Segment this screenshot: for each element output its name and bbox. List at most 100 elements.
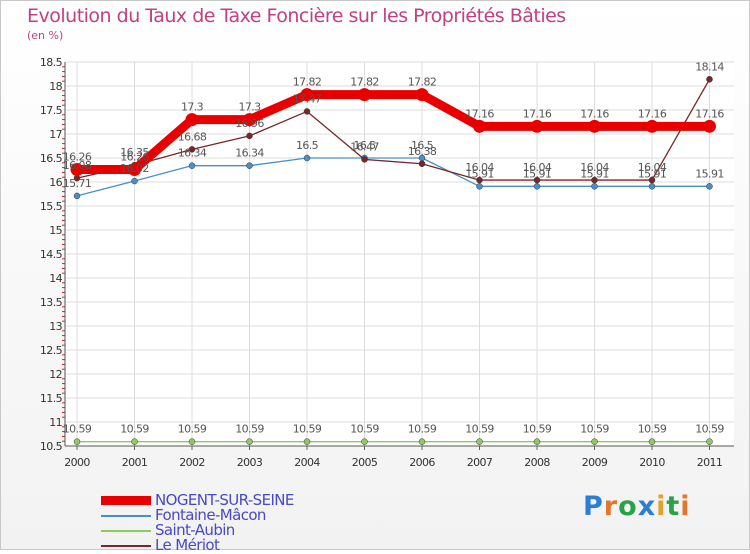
data-label-fontaine-macon: 15.91	[523, 167, 552, 180]
data-point-fontaine-macon	[706, 183, 713, 190]
data-point-fontaine-macon	[188, 162, 196, 169]
data-label-le-meriot: 16.96	[235, 117, 264, 130]
data-point-nogent-sur-seine	[358, 88, 371, 102]
data-point-nogent-sur-seine	[70, 163, 84, 177]
data-point-nogent-sur-seine	[588, 119, 601, 133]
y-tick-label: 15.5	[40, 200, 63, 213]
x-tick-label: 2010	[639, 456, 665, 469]
data-point-le-meriot	[418, 160, 426, 168]
logo-letter: i	[656, 491, 667, 522]
data-point-fontaine-macon	[131, 177, 138, 185]
y-tick-label: 13.5	[40, 296, 63, 309]
data-label-le-meriot: 17.47	[293, 92, 322, 105]
data-point-fontaine-macon	[476, 183, 483, 190]
data-label-nogent-sur-seine: 17.3	[238, 101, 261, 114]
data-label-le-meriot: 16.38	[408, 145, 437, 158]
data-point-le-meriot	[246, 132, 253, 140]
data-point-fontaine-macon	[648, 183, 656, 190]
data-point-le-meriot	[476, 176, 483, 184]
legend-swatch	[101, 545, 151, 547]
data-label-le-meriot: 16.04	[523, 161, 552, 174]
legend-swatch	[101, 496, 151, 505]
data-point-saint-aubin	[73, 438, 81, 445]
data-point-nogent-sur-seine	[473, 119, 486, 133]
data-label-nogent-sur-seine: 17.82	[293, 76, 322, 89]
data-label-fontaine-macon: 15.91	[465, 167, 494, 180]
data-label-le-meriot: 16.04	[638, 161, 667, 174]
data-label-saint-aubin: 10.59	[63, 423, 92, 436]
axes: 10.5 11 11.5 12 12.5 13 13.5 14 14.5 15 15.5 16 16.5…	[40, 56, 734, 469]
data-point-fontaine-macon	[533, 183, 541, 190]
data-label-saint-aubin: 10.59	[178, 423, 207, 436]
data-point-saint-aubin	[188, 438, 196, 445]
data-label-saint-aubin: 10.59	[465, 423, 494, 436]
y-tick-label: 13	[49, 320, 62, 333]
data-point-saint-aubin	[476, 438, 483, 445]
data-label-saint-aubin: 10.59	[350, 423, 379, 436]
data-point-nogent-sur-seine	[415, 88, 429, 102]
data-label-fontaine-macon: 15.71	[63, 177, 92, 190]
data-label-fontaine-macon: 15.91	[638, 167, 667, 180]
series-line-le-meriot	[76, 78, 711, 181]
data-point-le-meriot	[188, 146, 196, 153]
data-label-saint-aubin: 10.59	[638, 423, 667, 436]
data-label-saint-aubin: 10.59	[580, 423, 609, 436]
x-tick-label: 2001	[122, 456, 148, 469]
y-tick-label: 11	[49, 416, 62, 429]
data-label-fontaine-macon: 16.5	[411, 139, 434, 152]
data-point-nogent-sur-seine	[530, 119, 544, 133]
y-tick-label: 17.5	[40, 104, 63, 117]
data-point-le-meriot	[706, 76, 713, 83]
legend-label: NOGENT-SUR-SEINE	[155, 491, 294, 509]
logo-letter: t	[666, 491, 681, 522]
data-label-le-meriot: 16.68	[178, 130, 207, 143]
data-label-le-meriot: 16.04	[580, 161, 609, 174]
data-point-saint-aubin	[418, 438, 426, 445]
data-label-nogent-sur-seine: 17.16	[465, 107, 494, 120]
x-tick-label: 2011	[697, 456, 723, 469]
data-point-le-meriot	[361, 156, 368, 163]
data-label-nogent-sur-seine: 17.16	[523, 107, 552, 120]
grid	[65, 61, 734, 447]
y-tick-label: 10.5	[40, 440, 63, 453]
data-point-le-meriot	[648, 176, 656, 184]
chart-title: Evolution du Taux de Taxe Foncière sur l…	[27, 5, 566, 27]
data-label-le-meriot: 16.08	[63, 159, 92, 172]
data-point-nogent-sur-seine	[185, 113, 199, 127]
y-tick-label: 18	[49, 80, 62, 93]
data-point-saint-aubin	[706, 438, 713, 445]
y-tick-label: 12	[49, 368, 62, 381]
x-tick-label: 2005	[352, 456, 378, 469]
data-point-saint-aubin	[131, 438, 138, 445]
data-label-saint-aubin: 10.59	[523, 423, 552, 436]
data-label-fontaine-macon: 16.34	[178, 147, 207, 160]
data-label-fontaine-macon: 16.5	[353, 139, 376, 152]
data-point-le-meriot	[533, 176, 541, 184]
y-tick-label: 15	[49, 224, 62, 237]
data-label-nogent-sur-seine: 17.3	[181, 101, 204, 114]
data-point-nogent-sur-seine	[300, 88, 314, 102]
legend-label: Saint-Aubin	[155, 521, 235, 539]
x-tick-label: 2003	[237, 456, 263, 469]
series-line-fontaine-macon	[76, 157, 710, 197]
x-tick-label: 2008	[524, 456, 550, 469]
legend-label: Fontaine-Mâcon	[155, 506, 266, 524]
logo-letter: P	[583, 491, 604, 522]
data-label-saint-aubin: 10.59	[293, 423, 322, 436]
series-line-nogent-sur-seine	[77, 90, 710, 175]
data-label-saint-aubin: 10.59	[695, 423, 724, 436]
data-point-nogent-sur-seine	[128, 163, 141, 177]
data-label-fontaine-macon: 16.02	[120, 162, 149, 175]
x-tick-label: 2007	[467, 456, 493, 469]
data-label-saint-aubin: 10.59	[408, 423, 437, 436]
logo-letter: o	[618, 491, 638, 522]
data-point-saint-aubin	[591, 438, 598, 445]
logo-letter: x	[637, 491, 657, 522]
data-point-saint-aubin	[648, 438, 656, 445]
y-tick-label: 14	[49, 272, 62, 285]
data-point-saint-aubin	[303, 438, 311, 445]
data-label-nogent-sur-seine: 17.82	[408, 76, 437, 89]
data-point-fontaine-macon	[73, 192, 81, 200]
